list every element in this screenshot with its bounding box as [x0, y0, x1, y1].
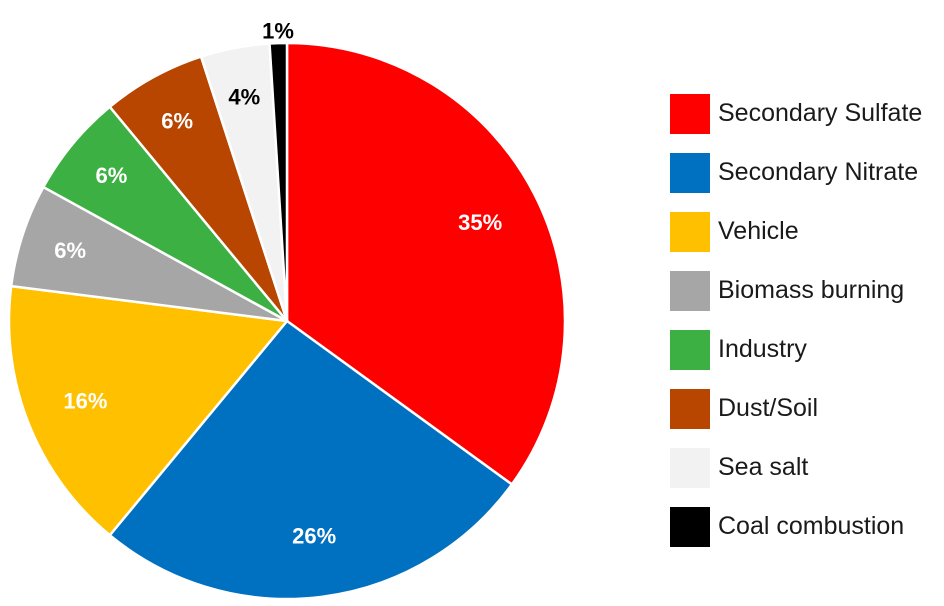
legend-swatch: [670, 270, 710, 311]
pie-slice-coal-combustion: [268, 41, 289, 323]
slice-label-vehicle: 16%: [63, 388, 107, 413]
pie-chart: 35% 26% 16% 6% 6% 6% 4% 1%: [7, 19, 567, 601]
slice-label-secondary-sulfate: 35%: [458, 210, 502, 235]
slice-label-sea-salt: 4%: [228, 85, 260, 110]
slice-label-dust-soil: 6%: [161, 109, 193, 134]
legend-item-coal-combustion: Coal combustion: [670, 497, 940, 556]
legend-swatch: [670, 447, 710, 488]
legend-label: Secondary Nitrate: [718, 158, 919, 186]
legend-label: Industry: [718, 335, 807, 363]
slice-labels: 35% 26% 16% 6% 6% 6% 4% 1%: [54, 19, 502, 549]
slice-label-biomass-burning: 6%: [54, 238, 86, 263]
pie-slice-secondary-nitrate: [108, 319, 514, 601]
pie-slice-vehicle: [7, 284, 289, 537]
legend-label: Sea salt: [718, 453, 809, 481]
pie-slices: [7, 41, 567, 601]
legend: Secondary Sulfate Secondary Nitrate Vehicl…: [670, 84, 940, 556]
legend-swatch: [670, 211, 710, 252]
legend-item-biomass-burning: Biomass burning: [670, 261, 940, 320]
legend-swatch: [670, 93, 710, 134]
legend-item-secondary-nitrate: Secondary Nitrate: [670, 143, 940, 202]
legend-swatch: [670, 329, 710, 370]
slice-label-coal-combustion: 1%: [262, 19, 294, 44]
legend-label: Secondary Sulfate: [718, 99, 923, 127]
pie-slice-secondary-sulfate: [285, 41, 567, 486]
legend-label: Biomass burning: [718, 276, 905, 304]
legend-item-secondary-sulfate: Secondary Sulfate: [670, 84, 940, 143]
legend-item-sea-salt: Sea salt: [670, 438, 940, 497]
legend-swatch: [670, 152, 710, 193]
legend-label: Vehicle: [718, 217, 799, 245]
legend-label: Coal combustion: [718, 512, 905, 540]
legend-swatch: [670, 388, 710, 429]
legend-item-dust-soil: Dust/Soil: [670, 379, 940, 438]
legend-swatch: [670, 506, 710, 547]
legend-item-vehicle: Vehicle: [670, 202, 940, 261]
slice-label-secondary-nitrate: 26%: [292, 524, 336, 549]
legend-item-industry: Industry: [670, 320, 940, 379]
slice-label-industry: 6%: [96, 163, 128, 188]
legend-label: Dust/Soil: [718, 394, 819, 422]
